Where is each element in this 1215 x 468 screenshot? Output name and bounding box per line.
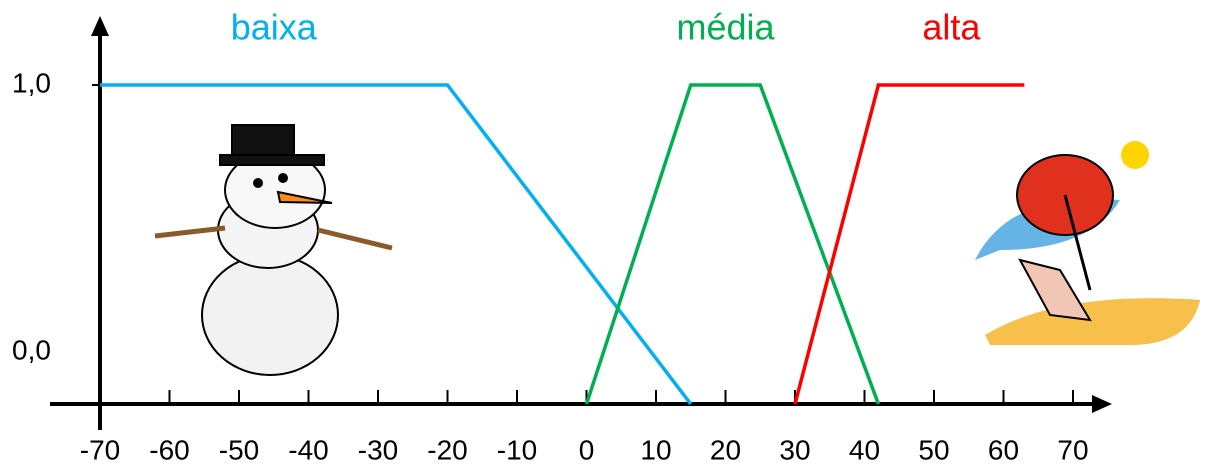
x-tick-label: 0 bbox=[579, 434, 595, 465]
x-tick-label: 20 bbox=[710, 434, 741, 465]
chart: -70 -60 -50 -40 -30 -20 -10 0 10 20 30 40 50 60 70 0,0 1… bbox=[0, 0, 1215, 468]
y-axis-arrow bbox=[91, 16, 109, 36]
series-label: alta bbox=[922, 7, 981, 48]
x-tick-label: -70 bbox=[80, 434, 120, 465]
x-tick-label: 70 bbox=[1057, 434, 1088, 465]
x-axis-arrow bbox=[1092, 395, 1112, 413]
x-tick-label: -60 bbox=[149, 434, 189, 465]
page: {"chart_data": {"type": "line", "series"… bbox=[0, 0, 1215, 468]
series-label: baixa bbox=[231, 7, 318, 48]
beach-illustration bbox=[975, 141, 1200, 345]
x-tick-label: 10 bbox=[640, 434, 671, 465]
y-tick-label: 0,0 bbox=[12, 334, 51, 365]
series-label: média bbox=[676, 7, 775, 48]
x-tick-label: 30 bbox=[779, 434, 810, 465]
x-tick-label: -50 bbox=[219, 434, 259, 465]
y-tick-label: 1,0 bbox=[12, 67, 51, 98]
x-tick-label: 60 bbox=[988, 434, 1019, 465]
x-tick-label: -10 bbox=[497, 434, 537, 465]
x-tick-label: -40 bbox=[288, 434, 328, 465]
x-tick-label: -30 bbox=[358, 434, 398, 465]
snowman-illustration bbox=[155, 125, 392, 375]
x-tick-label: 50 bbox=[918, 434, 949, 465]
x-tick-label: 40 bbox=[849, 434, 880, 465]
membership-line bbox=[587, 85, 879, 404]
x-tick-label: -20 bbox=[427, 434, 467, 465]
